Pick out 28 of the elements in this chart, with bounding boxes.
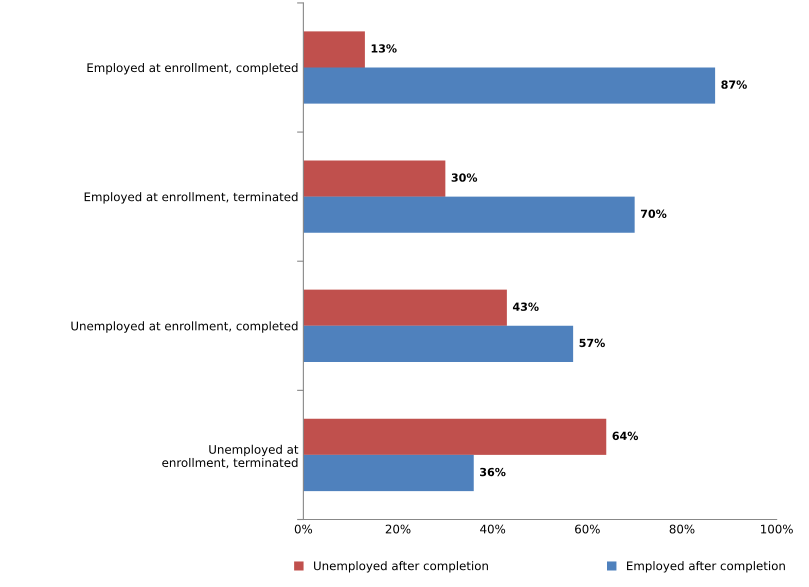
x-tick-label: 0%: [294, 524, 312, 534]
legend-label: Employed after completion: [627, 561, 785, 573]
bar: [303, 31, 365, 68]
data-label: 36%: [480, 468, 506, 476]
y-tick-label: Employed at enrollment, terminated: [84, 192, 298, 204]
x-tick-label: 60%: [575, 524, 600, 534]
bar: [303, 290, 507, 326]
bar: [303, 68, 716, 104]
x-tick-label: 80%: [670, 524, 694, 534]
data-label: 43%: [512, 302, 539, 311]
data-label: 30%: [452, 173, 478, 182]
y-tick-label: Employed at enrollment, completed: [87, 63, 298, 74]
x-tick-label: 100%: [761, 524, 793, 534]
data-label: 57%: [580, 338, 605, 348]
y-tick-label: Unemployed at enrollment, completed: [71, 321, 298, 333]
bar: [303, 454, 474, 492]
bar: [303, 196, 635, 233]
bar: [303, 418, 606, 455]
data-label: 70%: [640, 210, 666, 218]
data-label: 13%: [372, 44, 397, 53]
bar: [303, 326, 574, 362]
data-label: 87%: [721, 80, 747, 89]
data-label: 64%: [612, 432, 638, 440]
bar: [303, 160, 446, 197]
x-tick-label: 20%: [386, 524, 410, 534]
x-tick-label: 40%: [480, 524, 506, 534]
legend-label: Unemployed after completion: [314, 561, 488, 573]
y-tick-label: Unemployed at enrollment, terminated: [162, 444, 298, 468]
